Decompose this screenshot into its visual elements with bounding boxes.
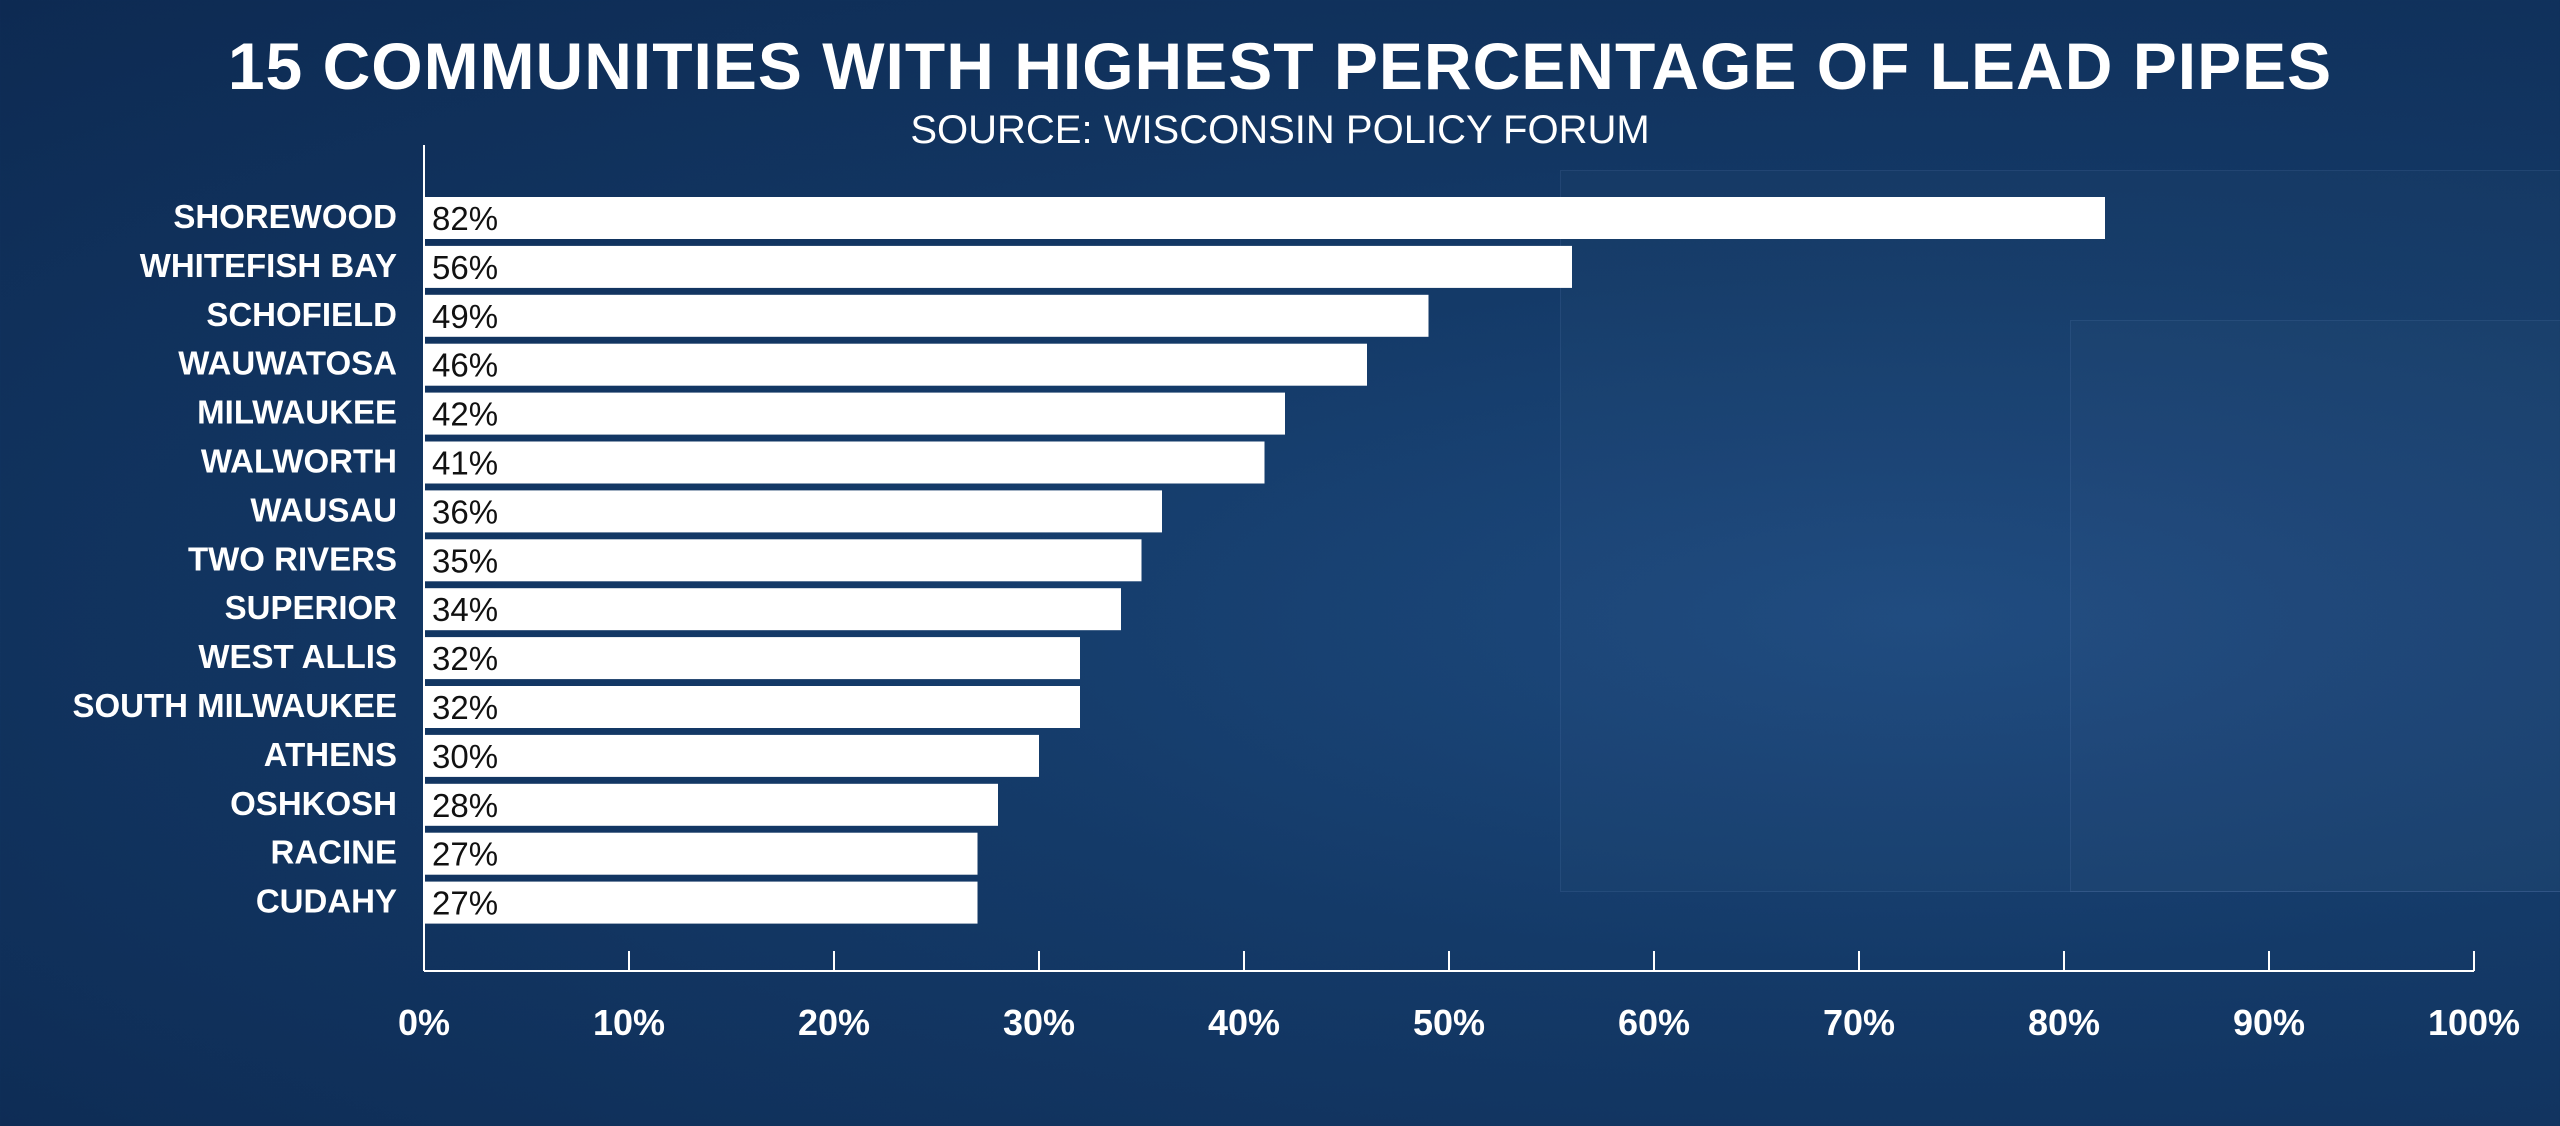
category-label: CUDAHY — [256, 883, 397, 920]
bar-shorewood — [424, 197, 2105, 239]
value-label: 27% — [432, 836, 498, 873]
axes-group: 0% 10% 20% 30% 40% 50% 60% 70% 80% 90% 100% — [398, 145, 2520, 1043]
value-label: 28% — [432, 787, 498, 824]
value-label: 35% — [432, 542, 498, 579]
value-label: 32% — [432, 640, 498, 677]
value-label: 49% — [432, 298, 498, 335]
x-tick-label: 0% — [398, 1002, 450, 1043]
bar-walworth — [424, 441, 1265, 484]
bar-wauwatosa — [424, 343, 1367, 386]
bar-milwaukee — [424, 392, 1285, 435]
category-label: ATHENS — [264, 736, 397, 773]
bar-racine — [424, 832, 978, 875]
value-label: 27% — [432, 885, 498, 922]
bar-west-allis — [424, 637, 1080, 680]
category-label: SHOREWOOD — [173, 198, 397, 235]
chart-title: 15 COMMUNITIES WITH HIGHEST PERCENTAGE O… — [227, 29, 2333, 103]
x-tick-label: 90% — [2233, 1002, 2305, 1043]
category-label: TWO RIVERS — [188, 540, 397, 577]
value-label: 42% — [432, 396, 498, 433]
bar-superior — [424, 588, 1121, 631]
x-tick-label: 20% — [798, 1002, 870, 1043]
category-label: WAUSAU — [250, 491, 397, 528]
value-label: 41% — [432, 445, 498, 482]
x-tick-label: 60% — [1618, 1002, 1690, 1043]
value-label: 30% — [432, 738, 498, 775]
value-label: 36% — [432, 493, 498, 530]
category-label: SUPERIOR — [225, 589, 398, 626]
bar-whitefish-bay — [424, 245, 1572, 288]
x-tick-label: 30% — [1003, 1002, 1075, 1043]
category-label: RACINE — [270, 834, 397, 871]
value-label: 46% — [432, 347, 498, 384]
bar-oshkosh — [424, 783, 998, 826]
chart-subtitle: SOURCE: WISCONSIN POLICY FORUM — [910, 108, 1650, 152]
bar-cudahy — [424, 881, 978, 924]
value-label: 56% — [432, 249, 498, 286]
bars-group: 82% SHOREWOOD 56% WHITEFISH BAY 49% SCHOFIELD… — [72, 197, 2105, 924]
category-label: WAUWATOSA — [178, 345, 397, 382]
value-label: 34% — [432, 591, 498, 628]
category-label: SOUTH MILWAUKEE — [72, 687, 397, 724]
x-tick-label: 50% — [1413, 1002, 1485, 1043]
bar-schofield — [424, 294, 1429, 337]
category-label: WEST ALLIS — [198, 638, 397, 675]
x-tick-label: 70% — [1823, 1002, 1895, 1043]
category-label: MILWAUKEE — [197, 394, 397, 431]
bar-wausau — [424, 490, 1162, 533]
x-tick-label: 40% — [1208, 1002, 1280, 1043]
bar-athens — [424, 734, 1039, 777]
value-label: 82% — [432, 200, 498, 237]
bar-two-rivers — [424, 539, 1142, 582]
x-tick-label: 100% — [2428, 1002, 2520, 1043]
x-tick-label: 10% — [593, 1002, 665, 1043]
value-label: 32% — [432, 689, 498, 726]
category-label: WHITEFISH BAY — [140, 247, 397, 284]
x-tick-label: 80% — [2028, 1002, 2100, 1043]
category-label: WALWORTH — [201, 443, 397, 480]
category-label: SCHOFIELD — [206, 296, 397, 333]
category-label: OSHKOSH — [230, 785, 397, 822]
bar-south-milwaukee — [424, 686, 1080, 728]
